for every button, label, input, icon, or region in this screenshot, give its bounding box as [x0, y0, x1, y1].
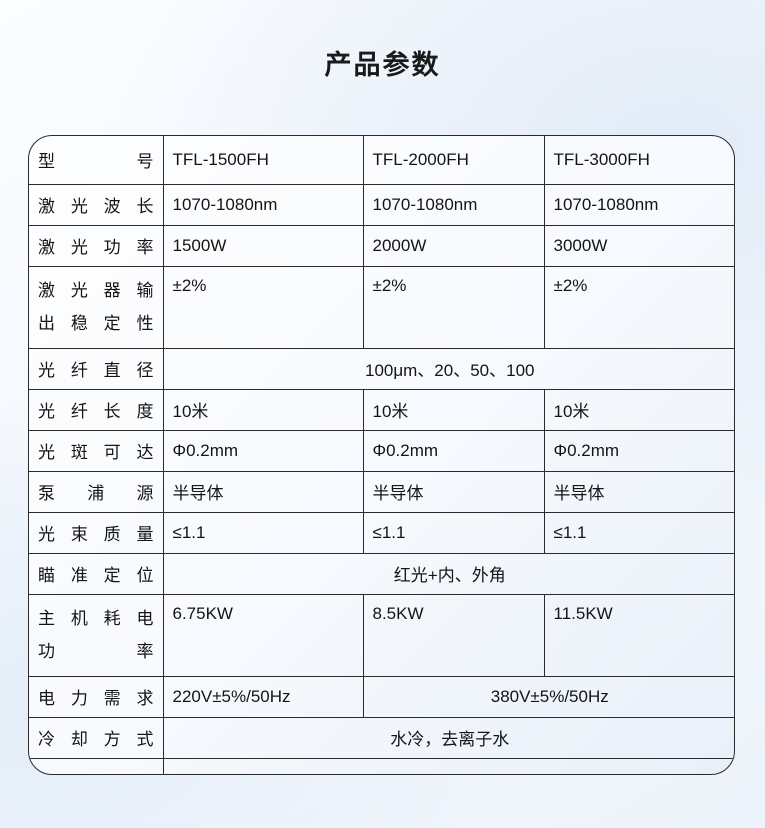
row-label-spot-size: 光斑可达 — [29, 429, 164, 471]
row-label-aiming: 瞄准定位 — [29, 552, 164, 594]
row-label-line: 激光器输 — [38, 280, 154, 300]
row-label-line: 激光功率 — [38, 238, 154, 257]
row-label-line: 电力需求 — [38, 689, 154, 708]
cell-beam-quality-2000: ≤1.1 — [363, 511, 545, 553]
row-label-power: 激光功率 — [29, 224, 164, 266]
row-label-line: 光纤直径 — [38, 361, 154, 380]
cell-model-2000: TFL-2000FH — [363, 136, 545, 184]
cell-fiber-length-3000: 10米 — [544, 388, 734, 430]
cell-spot-size-3000: Φ0.2mm — [544, 429, 734, 471]
row-label-line: 出稳定性 — [38, 314, 154, 333]
row-label-host-consumption: 主机耗电 功 率 — [29, 593, 164, 676]
row-label-line: 冷却方式 — [38, 730, 154, 749]
table-row: 激光波长 1070-1080nm 1070-1080nm 1070-1080nm — [29, 183, 734, 225]
cell-power-requirement-1500: 220V±5%/50Hz — [163, 675, 364, 717]
table-row: 激光功率 1500W 2000W 3000W — [29, 224, 734, 266]
cell-host-consumption-1500: 6.75KW — [163, 593, 364, 676]
table-row: 光纤直径 100μm、20、50、100 — [29, 347, 734, 389]
row-label-line: 型 号 — [38, 152, 154, 172]
cell-fiber-length-1500: 10米 — [163, 388, 364, 430]
cell-model-3000: TFL-3000FH — [553, 149, 650, 169]
page-title: 产品参数 — [324, 50, 441, 80]
row-label-line: 主机耗电 — [38, 608, 154, 628]
cell-beam-quality-3000: ≤1.1 — [544, 511, 734, 553]
table-row: 瞄准定位 红光+内、外角 — [29, 552, 734, 594]
row-label-fiber-length: 光纤长度 — [29, 388, 164, 430]
cell-power-3000: 3000W — [544, 224, 734, 266]
cell-host-consumption-2000: 8.5KW — [363, 593, 545, 676]
cell-fiber-diameter-all: 100μm、20、50、100 — [163, 347, 734, 389]
cell-pump-source-3000: 半导体 — [544, 470, 734, 512]
cell-wavelength-2000: 1070-1080nm — [363, 183, 545, 225]
row-label-cooling: 冷却方式 — [29, 716, 164, 758]
cell-beam-quality-1500: ≤1.1 — [163, 511, 364, 553]
row-label-fiber-diameter: 光纤直径 — [29, 347, 164, 389]
row-label-line: 光斑可达 — [38, 443, 154, 462]
table-row: 光斑可达 Φ0.2mm Φ0.2mm Φ0.2mm — [29, 429, 734, 471]
cell-host-consumption-3000: 11.5KW — [544, 593, 734, 676]
row-label-line: 光纤长度 — [38, 402, 154, 421]
table-row: 光纤长度 10米 10米 10米 — [29, 388, 734, 430]
row-label-line: 瞄准定位 — [38, 566, 154, 585]
cell-stability-1500: ±2% — [163, 265, 364, 348]
row-label-beam-quality: 光束质量 — [29, 511, 164, 553]
row-label-line: 功 率 — [38, 642, 154, 661]
cell-power-2000: 2000W — [363, 224, 545, 266]
row-label-line: 激光波长 — [38, 197, 154, 216]
table-row: 光束质量 ≤1.1 ≤1.1 ≤1.1 — [29, 511, 734, 553]
table-row: 电力需求 220V±5%/50Hz 380V±5%/50Hz — [29, 675, 734, 717]
row-label-line: 泵浦源 — [38, 484, 154, 503]
row-label-power-requirement: 电力需求 — [29, 675, 164, 717]
cell-power-1500: 1500W — [163, 224, 364, 266]
cell-pump-source-1500: 半导体 — [163, 470, 364, 512]
product-spec-table: 型 号 TFL-1500FH TFL-2000FH TFL-3000FH 激光波… — [29, 136, 734, 775]
cell-stability-2000: ±2% — [363, 265, 545, 348]
table-row: 激光器输 出稳定性 ±2% ±2% ±2% — [29, 265, 734, 348]
table-row: 水冷温度 27～33℃ — [29, 757, 734, 775]
cell-wavelength-3000: 1070-1080nm — [544, 183, 734, 225]
cell-wavelength-1500: 1070-1080nm — [163, 183, 364, 225]
cell-fiber-length-2000: 10米 — [363, 388, 545, 430]
row-label-water-temperature: 水冷温度 — [29, 757, 164, 775]
table-row: 冷却方式 水冷，去离子水 — [29, 716, 734, 758]
cell-cooling-all: 水冷，去离子水 — [163, 716, 734, 758]
row-label-wavelength: 激光波长 — [29, 183, 164, 225]
cell-spot-size-1500: Φ0.2mm — [163, 429, 364, 471]
table-row: 型 号 TFL-1500FH TFL-2000FH TFL-3000FH — [29, 136, 734, 184]
cell-water-temperature-all: 27～33℃ — [163, 757, 734, 774]
spec-table-container: 型 号 TFL-1500FH TFL-2000FH TFL-3000FH 激光波… — [28, 135, 735, 775]
row-label-stability: 激光器输 出稳定性 — [29, 265, 164, 348]
table-row: 泵浦源 半导体 半导体 半导体 — [29, 470, 734, 512]
cell-power-requirement-2000-3000: 380V±5%/50Hz — [363, 675, 734, 717]
cell-model-1500: TFL-1500FH — [163, 136, 364, 184]
cell-spot-size-2000: Φ0.2mm — [363, 429, 545, 471]
row-label-line: 水冷温度 — [38, 770, 154, 775]
row-label-model: 型 号 — [29, 136, 164, 184]
cell-pump-source-2000: 半导体 — [363, 470, 545, 512]
cell-stability-3000: ±2% — [544, 265, 734, 348]
row-label-line: 光束质量 — [38, 525, 154, 544]
row-label-pump-source: 泵浦源 — [29, 470, 164, 512]
cell-aiming-all: 红光+内、外角 — [163, 552, 734, 594]
table-row: 主机耗电 功 率 6.75KW 8.5KW 11.5KW — [29, 593, 734, 676]
